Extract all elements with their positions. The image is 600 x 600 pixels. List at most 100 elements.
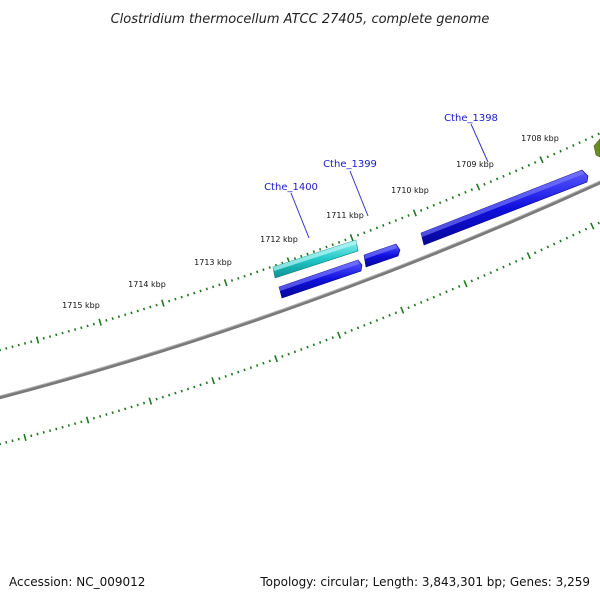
inner-tick-78 bbox=[489, 271, 493, 275]
inner-tick-32 bbox=[199, 383, 202, 387]
scale-labels: 1715 kbp 1714 kbp 1713 kbp 1712 kbp 1711… bbox=[62, 134, 559, 310]
outer-tick-41 bbox=[256, 270, 259, 274]
gene-features bbox=[272, 138, 600, 299]
scale-label-1715: 1715 kbp bbox=[62, 301, 100, 310]
inner-tick-42 bbox=[262, 361, 265, 365]
outer-tick-36 bbox=[223, 279, 228, 287]
inner-tick-22 bbox=[136, 403, 139, 407]
outer-tick-35 bbox=[218, 283, 221, 287]
inner-tick-45 bbox=[281, 355, 284, 358]
inner-tick-52 bbox=[325, 338, 328, 342]
inner-tick-76 bbox=[476, 276, 480, 280]
inner-tick-37 bbox=[230, 372, 234, 376]
gene-partial-right[interactable] bbox=[593, 138, 600, 158]
outer-tick-ring bbox=[0, 132, 600, 352]
outer-tick-75 bbox=[470, 188, 474, 192]
inner-tick-61 bbox=[382, 316, 385, 320]
inner-tick-89 bbox=[559, 239, 562, 243]
inner-tick-79 bbox=[495, 268, 499, 272]
outer-tick-76 bbox=[476, 183, 481, 191]
inner-tick-59 bbox=[369, 321, 372, 325]
inner-tick-20 bbox=[124, 407, 127, 411]
outer-tick-77 bbox=[483, 182, 486, 186]
inner-tick-60 bbox=[375, 318, 379, 322]
outer-tick-24 bbox=[149, 305, 152, 309]
outer-tick-21 bbox=[130, 311, 133, 315]
outer-tick-82 bbox=[514, 169, 518, 173]
inner-tick-65 bbox=[407, 306, 410, 310]
inner-tick-64 bbox=[400, 306, 405, 314]
label-cthe-1398[interactable]: Cthe_1398 bbox=[444, 113, 498, 124]
gene-cthe-1399[interactable] bbox=[363, 243, 401, 268]
inner-tick-40 bbox=[249, 366, 253, 370]
outer-tick-33 bbox=[205, 287, 208, 291]
inner-tick-1 bbox=[5, 441, 8, 444]
outer-tick-6 bbox=[35, 336, 40, 344]
outer-tick-39 bbox=[243, 274, 246, 278]
inner-tick-90 bbox=[565, 236, 569, 240]
outer-tick-62 bbox=[388, 221, 391, 225]
outer-tick-43 bbox=[268, 266, 271, 269]
outer-tick-19 bbox=[117, 315, 121, 319]
outer-tick-86 bbox=[539, 156, 544, 164]
outer-tick-63 bbox=[394, 219, 398, 222]
outer-tick-87 bbox=[546, 155, 550, 159]
inner-tick-80 bbox=[502, 265, 505, 269]
outer-tick-9 bbox=[55, 333, 58, 337]
inner-tick-34 bbox=[211, 377, 216, 385]
inner-tick-3 bbox=[17, 437, 20, 441]
inner-tick-94 bbox=[590, 222, 595, 230]
genome-backbone bbox=[0, 180, 600, 400]
inner-tick-10 bbox=[61, 425, 64, 429]
outer-tick-88 bbox=[552, 152, 556, 156]
inner-tick-75 bbox=[470, 279, 474, 283]
map-title: Clostridium thermocellum ATCC 27405, com… bbox=[111, 12, 490, 27]
inner-tick-6 bbox=[36, 432, 39, 436]
inner-tick-73 bbox=[457, 285, 461, 288]
outer-tick-65 bbox=[407, 214, 410, 217]
inner-tick-92 bbox=[578, 230, 581, 234]
outer-tick-8 bbox=[48, 335, 52, 338]
inner-tick-14 bbox=[85, 416, 90, 424]
inner-tick-16 bbox=[99, 415, 102, 418]
inner-tick-87 bbox=[546, 245, 550, 249]
inner-tick-69 bbox=[432, 295, 436, 299]
outer-tick-51 bbox=[318, 247, 322, 251]
genome-backbone-highlight bbox=[0, 180, 600, 397]
label-cthe-1400[interactable]: Cthe_1400 bbox=[264, 182, 318, 193]
gene-reverse-strand[interactable] bbox=[278, 259, 363, 299]
outer-tick-17 bbox=[105, 319, 108, 322]
inner-tick-11 bbox=[67, 424, 70, 427]
inner-tick-5 bbox=[30, 434, 33, 438]
outer-tick-49 bbox=[306, 252, 309, 256]
inner-tick-41 bbox=[256, 364, 259, 367]
outer-tick-70 bbox=[438, 201, 442, 205]
inner-tick-71 bbox=[445, 290, 448, 294]
outer-tick-40 bbox=[249, 272, 253, 276]
scale-label-1710: 1710 kbp bbox=[391, 186, 429, 195]
gene-cthe-1398[interactable] bbox=[420, 169, 589, 246]
inner-tick-15 bbox=[92, 416, 95, 420]
inner-tick-66 bbox=[413, 303, 417, 307]
outer-tick-14 bbox=[86, 324, 89, 328]
outer-tick-69 bbox=[432, 203, 436, 207]
outer-tick-64 bbox=[401, 216, 404, 220]
inner-tick-58 bbox=[363, 323, 366, 327]
outer-tick-25 bbox=[155, 303, 158, 307]
label-cthe-1399[interactable]: Cthe_1399 bbox=[323, 159, 377, 170]
inner-tick-48 bbox=[300, 348, 303, 351]
outer-tick-13 bbox=[80, 326, 83, 330]
outer-tick-52 bbox=[325, 245, 328, 249]
outer-tick-48 bbox=[300, 254, 303, 258]
leader-cthe-1399 bbox=[349, 170, 369, 217]
gene-cthe-1400[interactable] bbox=[272, 239, 359, 279]
inner-tick-28 bbox=[174, 391, 177, 395]
inner-tick-82 bbox=[514, 259, 518, 263]
outer-tick-15 bbox=[92, 322, 95, 326]
outer-tick-54 bbox=[337, 240, 341, 244]
outer-tick-56 bbox=[349, 234, 354, 242]
outer-tick-73 bbox=[457, 193, 461, 197]
inner-tick-44 bbox=[274, 355, 278, 363]
inner-tick-91 bbox=[572, 233, 575, 237]
